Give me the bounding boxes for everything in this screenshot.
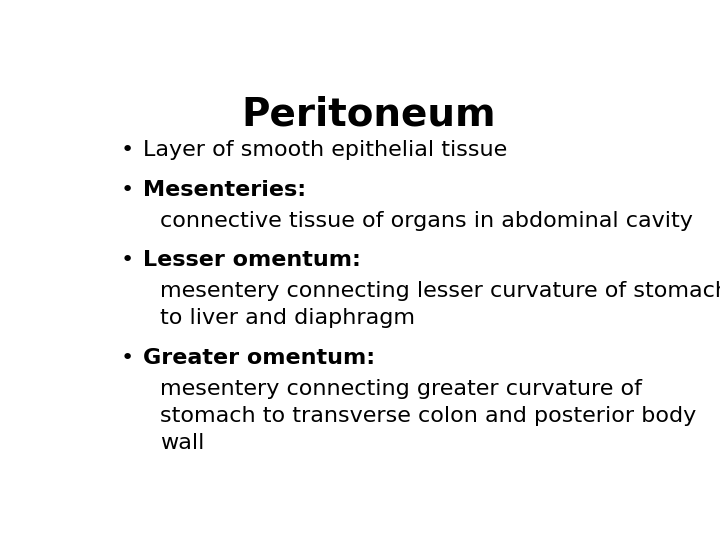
Text: wall: wall (160, 433, 204, 453)
Text: •: • (121, 348, 134, 368)
Text: stomach to transverse colon and posterior body: stomach to transverse colon and posterio… (160, 406, 696, 426)
Text: Lesser omentum:: Lesser omentum: (143, 250, 361, 270)
Text: Peritoneum: Peritoneum (242, 96, 496, 134)
Text: •: • (121, 140, 134, 160)
Text: to liver and diaphragm: to liver and diaphragm (160, 308, 415, 328)
Text: •: • (121, 250, 134, 270)
Text: connective tissue of organs in abdominal cavity: connective tissue of organs in abdominal… (160, 211, 693, 231)
Text: mesentery connecting lesser curvature of stomach: mesentery connecting lesser curvature of… (160, 281, 720, 301)
Text: Mesenteries:: Mesenteries: (143, 179, 306, 200)
Text: Layer of smooth epithelial tissue: Layer of smooth epithelial tissue (143, 140, 508, 160)
Text: •: • (121, 179, 134, 200)
Text: Greater omentum:: Greater omentum: (143, 348, 375, 368)
Text: mesentery connecting greater curvature of: mesentery connecting greater curvature o… (160, 379, 642, 399)
